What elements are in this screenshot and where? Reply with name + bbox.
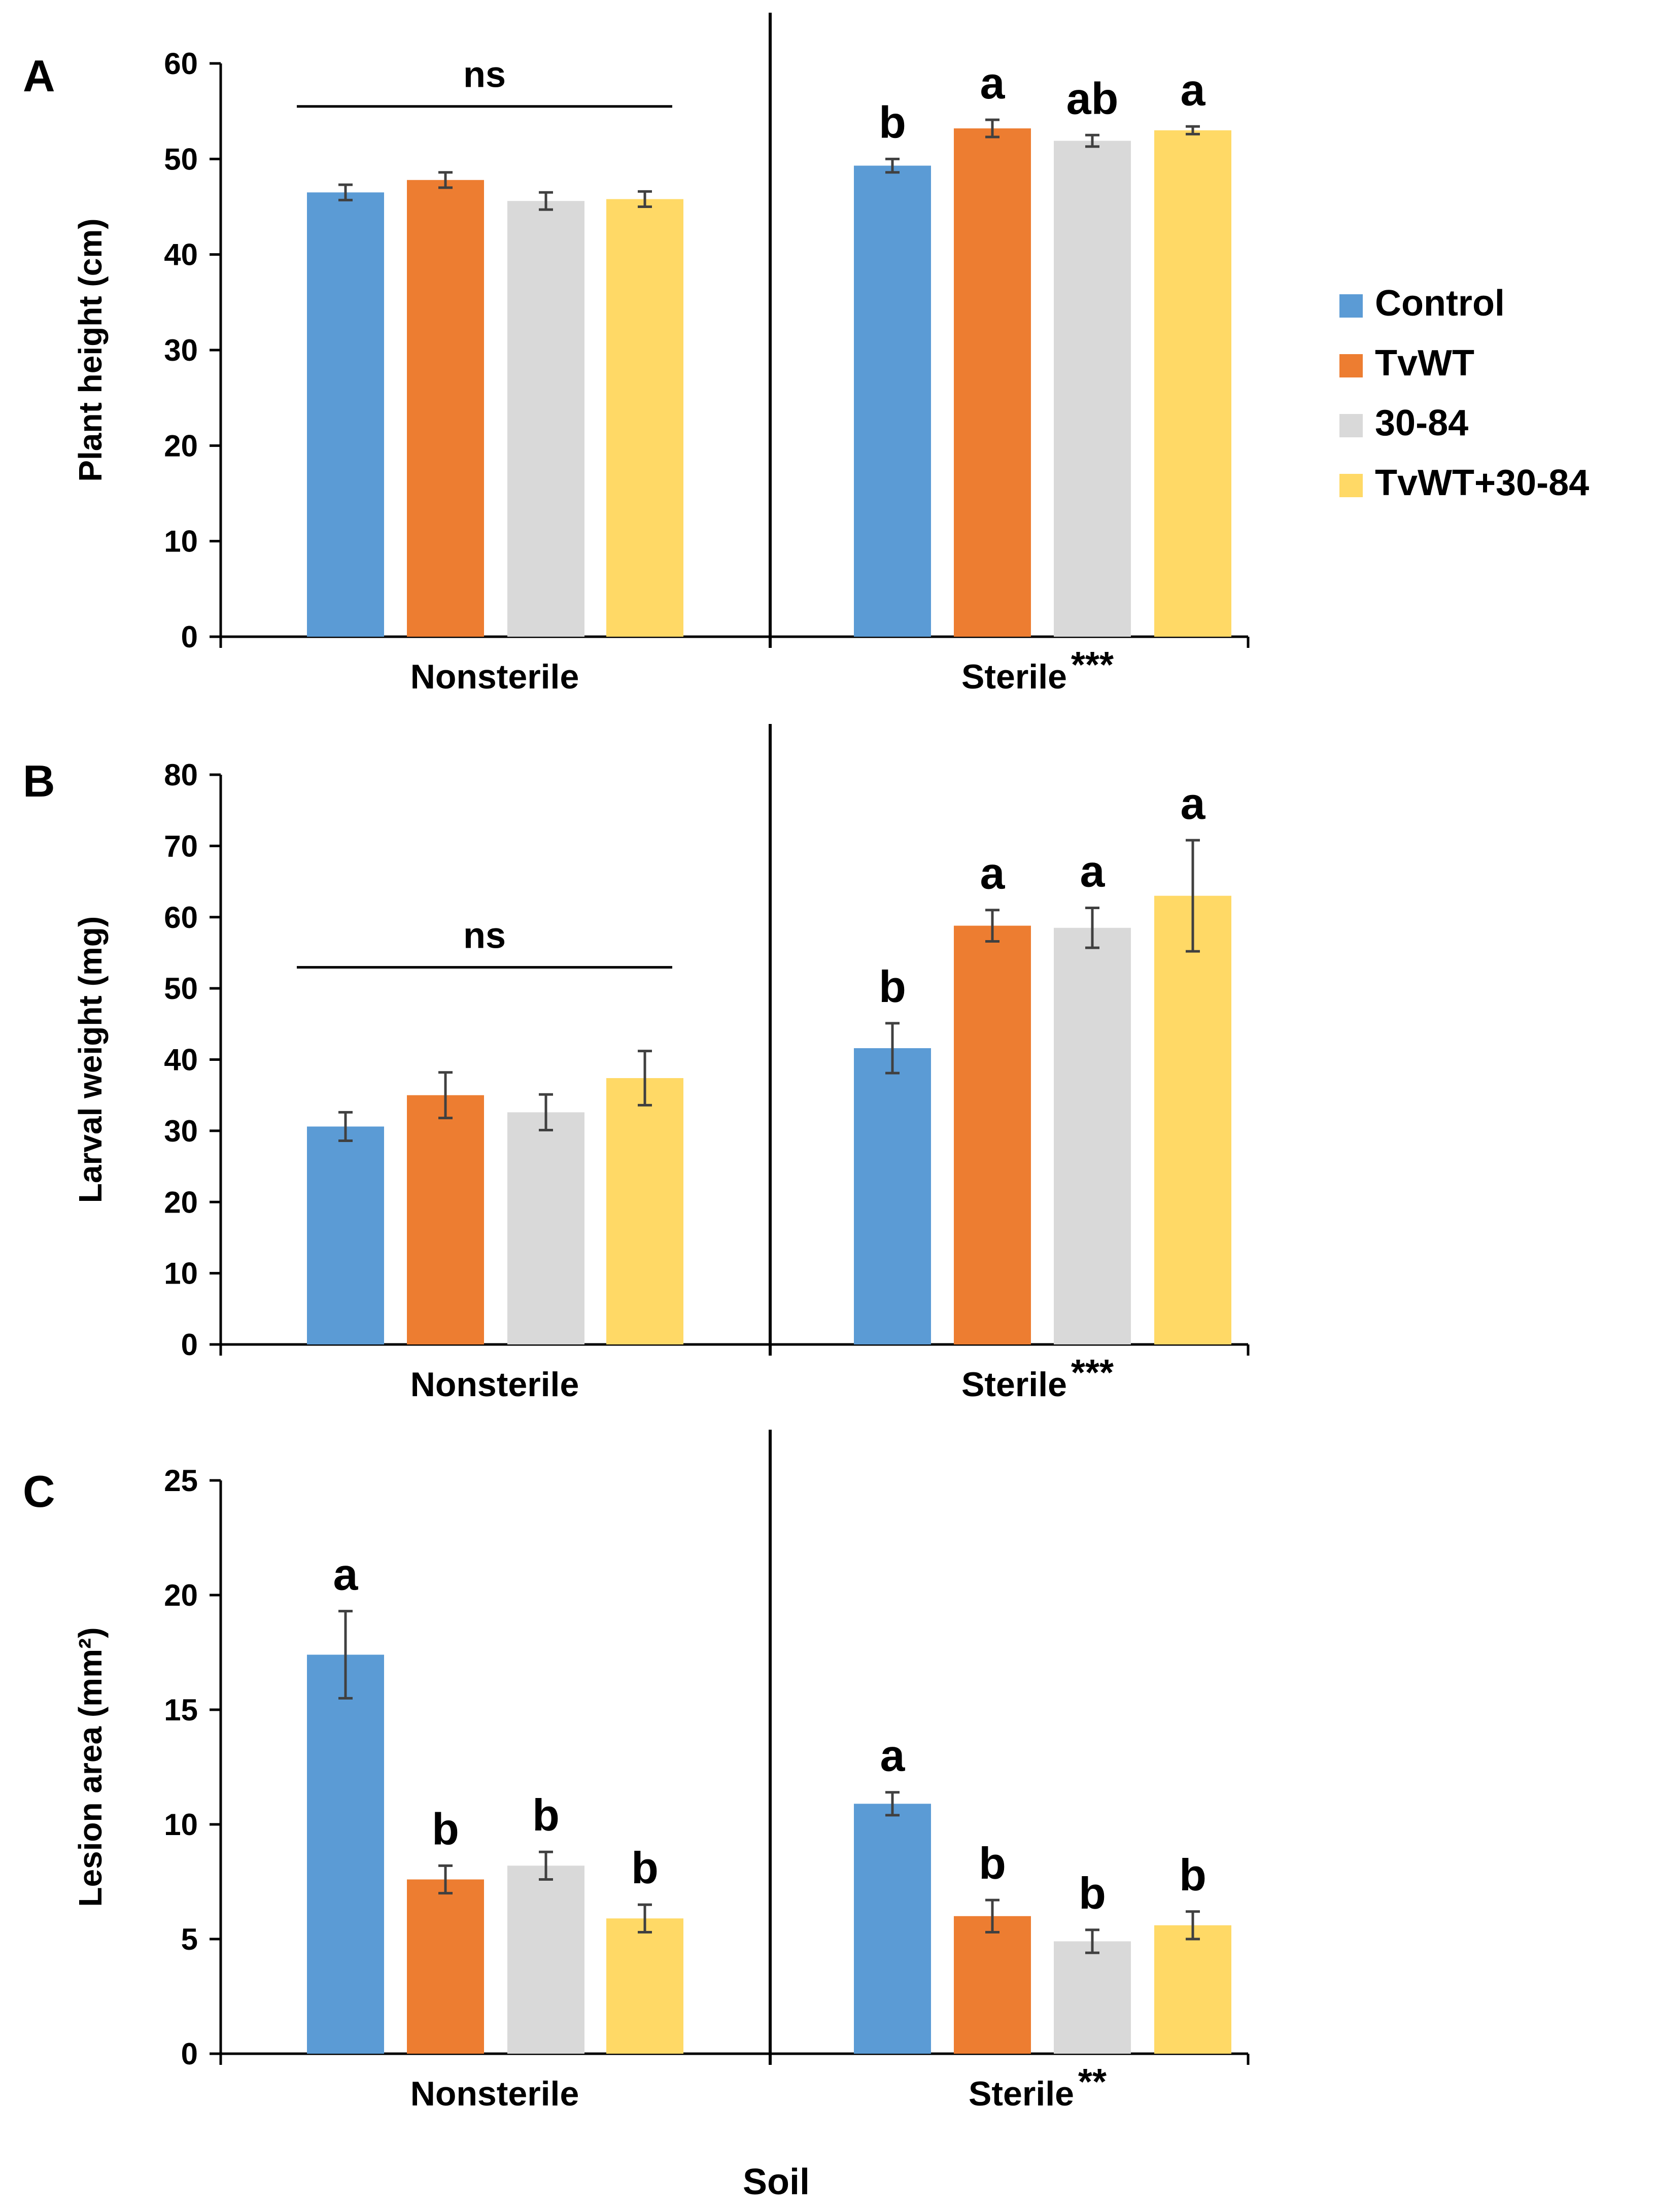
- significance-letter: a: [980, 848, 1006, 898]
- y-tick-label: 10: [164, 525, 198, 559]
- significance-letter: a: [1181, 778, 1206, 828]
- legend-swatch: [1339, 414, 1363, 437]
- significance-letter: b: [532, 1790, 560, 1840]
- bar-30-84: [507, 1865, 584, 2054]
- bar-tvwt-30-84: [1154, 895, 1231, 1344]
- bar-control: [854, 1048, 931, 1344]
- significance-letter: b: [979, 1838, 1006, 1888]
- bar-tvwt: [407, 180, 484, 637]
- panel-c: C 0 5 10 15 20 25 Lesion area (mm²) Nonsterile a b…: [23, 1430, 1250, 2113]
- significance-letter: a: [980, 58, 1006, 108]
- y-tick-label: 25: [164, 1464, 198, 1498]
- bar-tvwt-30-84: [606, 1078, 683, 1344]
- panel-letter: A: [23, 51, 55, 101]
- group-label: Sterile **: [969, 2062, 1107, 2113]
- bar-tvwt-30-84: [606, 1918, 683, 2054]
- bar-tvwt: [954, 128, 1031, 637]
- legend-label: Control: [1375, 283, 1505, 324]
- y-tick-label: 70: [164, 829, 198, 863]
- significance-letter: b: [1079, 1868, 1106, 1918]
- y-axis-label: Larval weight (mg): [72, 916, 109, 1203]
- y-tick-label: 15: [164, 1693, 198, 1727]
- significance-letter: a: [880, 1731, 906, 1781]
- legend-swatch: [1339, 354, 1363, 377]
- legend-swatch: [1339, 294, 1363, 318]
- legend-swatch: [1339, 474, 1363, 497]
- significance-letter: a: [1080, 846, 1106, 896]
- bar-control: [854, 1804, 931, 2054]
- legend-label: TvWT+30-84: [1375, 463, 1589, 503]
- group-label: Nonsterile: [410, 2075, 579, 2113]
- group-label: Nonsterile: [410, 1365, 579, 1404]
- bar-tvwt: [407, 1095, 484, 1344]
- y-axis-label: Lesion area (mm²): [72, 1627, 109, 1907]
- y-tick-label: 5: [181, 1922, 198, 1956]
- bar-tvwt: [407, 1879, 484, 2054]
- ns-label: ns: [463, 55, 506, 95]
- y-tick-label: 20: [164, 1185, 198, 1219]
- bar-control: [307, 1654, 384, 2054]
- bar-tvwt-30-84: [1154, 1925, 1231, 2054]
- legend: Control TvWT 30-84 TvWT+30-84: [1339, 283, 1589, 503]
- significance-letter: b: [631, 1843, 659, 1893]
- bar-30-84: [507, 1112, 584, 1344]
- significance-letter: a: [333, 1549, 359, 1600]
- x-axis-title: Soil: [743, 2162, 810, 2202]
- bar-control: [307, 1126, 384, 1344]
- panel-letter: B: [23, 756, 55, 806]
- y-tick-label: 50: [164, 972, 198, 1006]
- significance-stars: ***: [1071, 645, 1114, 685]
- y-tick-label: 0: [181, 620, 198, 654]
- significance-letter: b: [1179, 1850, 1206, 1900]
- y-tick-label: 50: [164, 142, 198, 176]
- bar-30-84: [1054, 141, 1131, 637]
- significance-letter: ab: [1066, 73, 1119, 123]
- group-name: Sterile: [961, 1365, 1067, 1404]
- bar-control: [854, 165, 931, 637]
- group-name: Nonsterile: [410, 1365, 579, 1404]
- significance-letter: b: [879, 961, 906, 1012]
- y-tick-label: 80: [164, 758, 198, 792]
- group-label: Nonsterile: [410, 658, 579, 696]
- y-tick-label: 20: [164, 429, 198, 463]
- y-tick-label: 30: [164, 1114, 198, 1148]
- ns-label: ns: [463, 916, 506, 956]
- bar-30-84: [1054, 927, 1131, 1344]
- y-tick-label: 60: [164, 47, 198, 81]
- bar-control: [307, 192, 384, 637]
- y-tick-label: 0: [181, 1328, 198, 1362]
- group-label: Sterile ***: [961, 645, 1114, 696]
- significance-letter: b: [432, 1804, 459, 1854]
- group-name: Nonsterile: [410, 2075, 579, 2113]
- significance-letter: b: [879, 97, 906, 147]
- y-tick-label: 10: [164, 1808, 198, 1842]
- bar-tvwt-30-84: [1154, 130, 1231, 637]
- bar-30-84: [507, 201, 584, 637]
- y-tick-label: 0: [181, 2037, 198, 2071]
- group-name: Nonsterile: [410, 658, 579, 696]
- y-tick-label: 40: [164, 1043, 198, 1077]
- bar-tvwt: [954, 925, 1031, 1344]
- legend-label: TvWT: [1375, 343, 1474, 384]
- y-tick-label: 10: [164, 1257, 198, 1291]
- significance-stars: ***: [1071, 1353, 1114, 1393]
- bar-30-84: [1054, 1941, 1131, 2054]
- bar-tvwt-30-84: [606, 199, 683, 637]
- y-tick-label: 20: [164, 1578, 198, 1612]
- y-tick-label: 30: [164, 333, 198, 367]
- significance-stars: **: [1078, 2062, 1107, 2102]
- y-axis-label: Plant height (cm): [72, 218, 109, 481]
- significance-letter: a: [1181, 64, 1206, 115]
- legend-label: 30-84: [1375, 403, 1468, 443]
- panel-a: A 0 10 20 30 40 50 60 Plant height (cm) Nonsteril…: [23, 13, 1250, 696]
- group-name: Sterile: [961, 658, 1067, 696]
- y-tick-label: 60: [164, 901, 198, 935]
- group-label: Sterile ***: [961, 1353, 1114, 1404]
- panel-letter: C: [23, 1466, 55, 1516]
- group-name: Sterile: [969, 2075, 1074, 2113]
- panel-b: B 0 10 20 30 40 50 60 70 80 Larval weight (mg) Nons…: [23, 724, 1250, 1404]
- bar-tvwt: [954, 1916, 1031, 2054]
- y-tick-label: 40: [164, 238, 198, 272]
